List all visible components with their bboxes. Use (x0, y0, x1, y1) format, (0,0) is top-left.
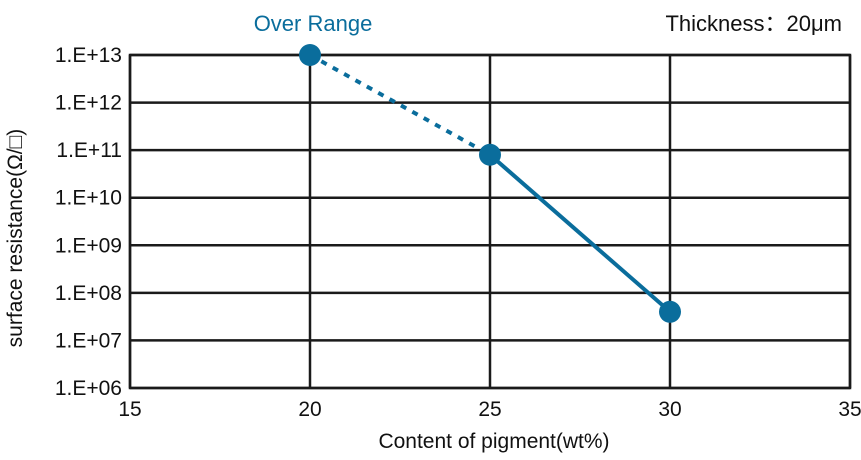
data-point (479, 143, 501, 166)
x-tick-label: 25 (478, 398, 501, 421)
thickness-annotation: Thickness：20μm (665, 11, 842, 36)
x-axis-title: Content of pigment(wt%) (378, 430, 609, 453)
y-tick-label: 1.E+07 (55, 329, 122, 352)
y-tick-label: 1.E+11 (56, 139, 122, 162)
series-segment-dotted (309, 53, 491, 157)
x-tick-labels: 15 20 25 30 35 (118, 398, 861, 421)
y-axis-title: surface resistance(Ω/□) (4, 129, 27, 348)
series-segment (488, 153, 672, 314)
y-tick-label: 1.E+08 (55, 282, 122, 305)
series-points (299, 44, 681, 323)
data-point (299, 44, 321, 66)
x-tick-label: 35 (838, 398, 861, 421)
y-tick-label: 1.E+06 (55, 377, 122, 400)
y-tick-label: 1.E+13 (55, 44, 122, 67)
x-tick-label: 20 (298, 398, 321, 421)
grid (128, 53, 852, 390)
y-tick-labels: 1.E+06 1.E+07 1.E+08 1.E+09 1.E+10 1.E+11 1.E+… (55, 44, 122, 400)
x-tick-label: 30 (658, 398, 681, 421)
data-point (659, 300, 681, 323)
y-tick-label: 1.E+10 (55, 187, 122, 210)
plot-frame (128, 53, 852, 390)
over-range-annotation: Over Range (254, 11, 373, 36)
x-tick-label: 15 (118, 398, 141, 421)
y-tick-label: 1.E+12 (55, 92, 122, 115)
y-tick-label: 1.E+09 (55, 234, 122, 257)
series-lines (309, 53, 672, 314)
